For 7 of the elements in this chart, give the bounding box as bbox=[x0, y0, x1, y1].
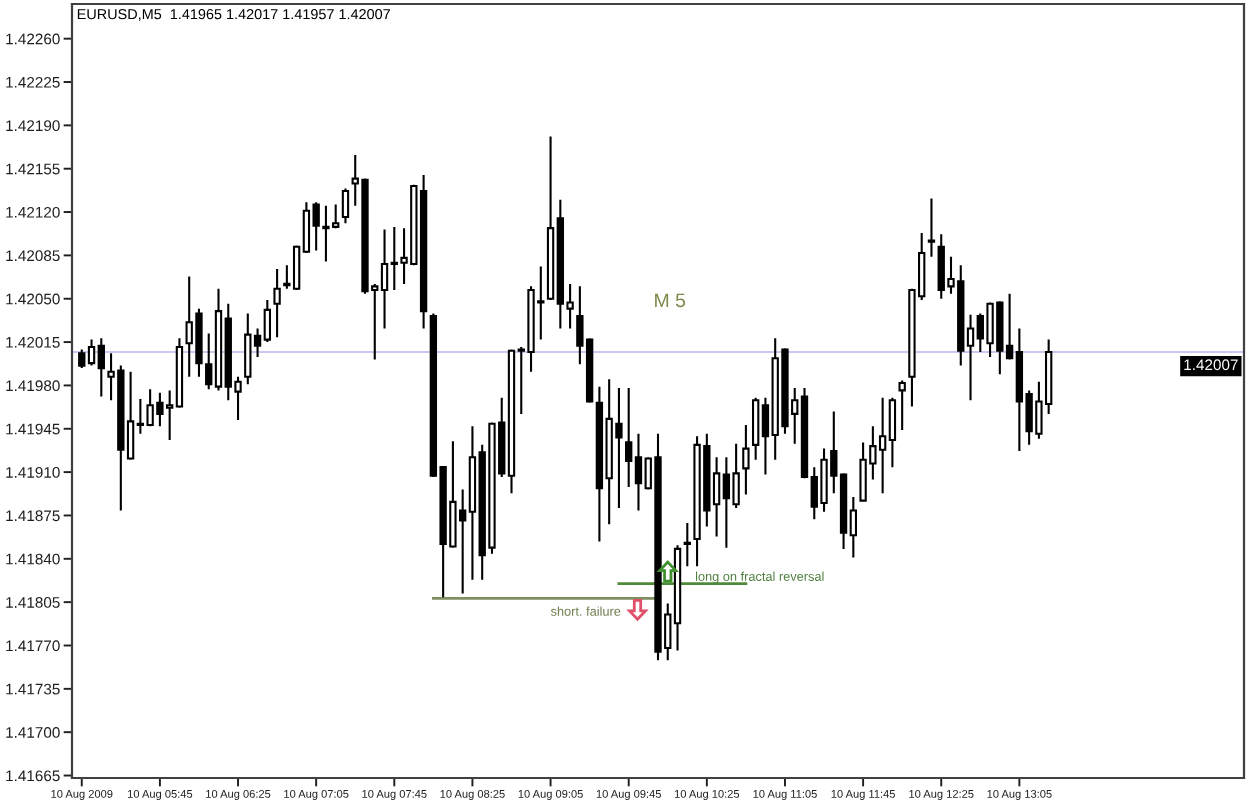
candlestick bbox=[927, 197, 936, 258]
candlestick bbox=[341, 187, 350, 225]
candlestick bbox=[742, 424, 750, 496]
candlestick bbox=[683, 521, 691, 568]
annotation: M 5 bbox=[655, 293, 686, 308]
candlestick bbox=[898, 379, 906, 432]
candlestick bbox=[273, 267, 281, 339]
